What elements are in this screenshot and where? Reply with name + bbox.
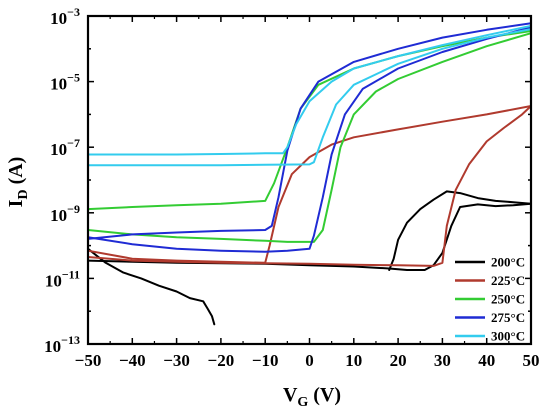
series-line-200C-2 xyxy=(388,190,532,271)
x-tick-label: −30 xyxy=(163,351,190,370)
x-tick-label: −50 xyxy=(75,351,102,370)
legend-label: 275°C xyxy=(491,310,525,325)
x-tick-label: 50 xyxy=(523,351,540,370)
x-tick-label: 40 xyxy=(478,351,495,370)
series-line-250C-6 xyxy=(87,32,532,243)
series-line-225C-3 xyxy=(87,105,532,267)
series-line-300C-9 xyxy=(87,24,532,156)
x-tick-label: 10 xyxy=(345,351,362,370)
y-axis-ticks: 10−13 10−11 10−9 10−7 10−5 10−3 xyxy=(44,5,531,356)
y-tick-label: 10−9 xyxy=(50,202,80,225)
legend-label: 250°C xyxy=(491,292,525,307)
x-tick-label: −40 xyxy=(119,351,146,370)
plot-frame xyxy=(86,14,533,346)
x-axis-ticks: −50 −40 −30 −20 −10 0 10 20 30 40 50 xyxy=(75,16,540,370)
y-tick-label: 10−7 xyxy=(50,136,80,159)
series-line-275C-7 xyxy=(87,26,532,253)
x-axis-label: VG (V) xyxy=(283,384,341,410)
y-tick-label: 10−5 xyxy=(50,71,80,94)
x-tick-label: −10 xyxy=(252,351,279,370)
y-tick-label: 10−13 xyxy=(44,333,80,356)
x-tick-label: 30 xyxy=(434,351,451,370)
x-tick-label: −20 xyxy=(208,351,235,370)
x-tick-label: 20 xyxy=(390,351,407,370)
y-tick-label: 10−11 xyxy=(45,267,80,290)
series-line-275C-8 xyxy=(87,22,532,240)
series-line-225C-4 xyxy=(87,105,532,264)
series-line-300C-10 xyxy=(87,28,532,167)
series-line-250C-5 xyxy=(87,30,532,211)
legend: 200°C 225°C 250°C 275°C 300°C xyxy=(455,255,525,344)
legend-label: 200°C xyxy=(491,255,525,270)
y-axis-label: ID (A) xyxy=(5,157,31,208)
plot-lines xyxy=(87,22,532,326)
x-tick-label: 0 xyxy=(305,351,314,370)
legend-label: 300°C xyxy=(491,329,525,344)
y-tick-label: 10−3 xyxy=(50,5,80,28)
series-line-200C-1 xyxy=(87,202,532,271)
series-line-200C-0 xyxy=(87,247,216,326)
legend-label: 225°C xyxy=(491,273,525,288)
